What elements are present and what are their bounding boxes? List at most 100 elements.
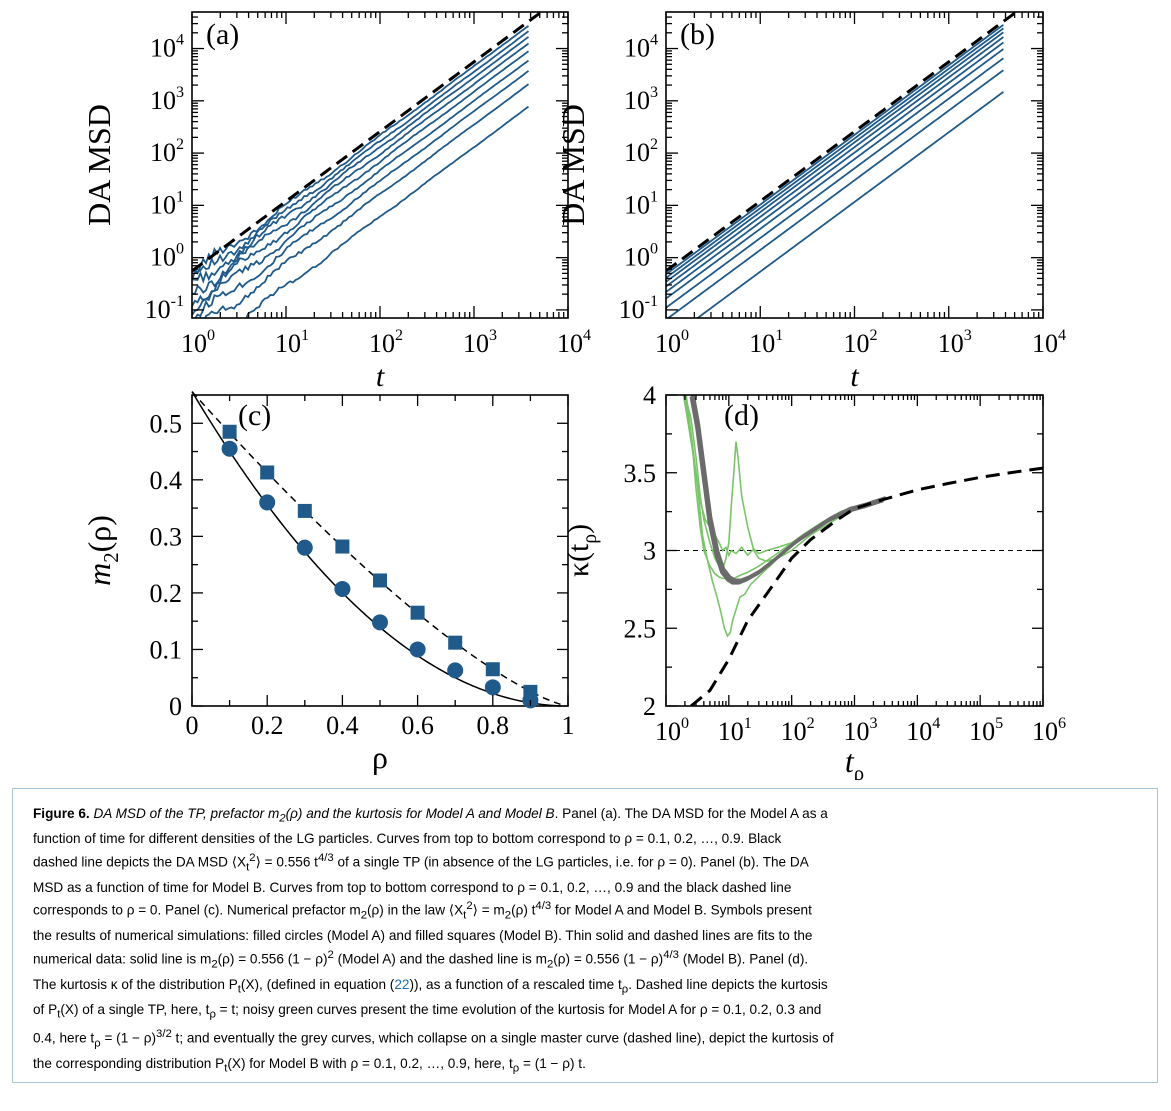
msd-curve-rho-0.3 xyxy=(192,36,530,284)
msd-curve-rho-0.8 xyxy=(666,69,1004,318)
data-point-model-b xyxy=(448,635,463,650)
x-axis-label: ρ xyxy=(372,739,388,775)
x-tick-label: 104 xyxy=(906,715,940,746)
plot-frame xyxy=(191,11,569,319)
msd-curve-rho-0.9 xyxy=(241,105,530,318)
panel-label: (a) xyxy=(206,18,239,51)
caption-line-2: function of time for different densities… xyxy=(33,831,782,847)
msd-curve-rho-0.3 xyxy=(666,31,1004,283)
plot-area xyxy=(192,12,544,318)
data-point-model-b xyxy=(485,662,500,677)
x-tick-label: 100 xyxy=(181,327,215,358)
equation-link[interactable]: 22 xyxy=(394,976,410,992)
data-point-model-b xyxy=(523,684,538,699)
plot-frame xyxy=(191,394,569,707)
caption-line-1: Figure 6. DA MSD of the TP, prefactor m2… xyxy=(33,806,828,825)
msd-curve-rho-0-dashed xyxy=(192,12,544,273)
y-tick-label: 3 xyxy=(643,537,656,566)
figure-caption: Figure 6. DA MSD of the TP, prefactor m2… xyxy=(12,788,1158,1083)
x-tick-label: 1 xyxy=(562,711,575,740)
model-b-kurtosis-curve xyxy=(690,395,885,583)
panel-label: (d) xyxy=(724,399,759,432)
y-tick-label: 0.5 xyxy=(150,409,183,438)
panel-d: 100 101 102 103 104 105 106 2 2.5 3 3.5 4 tρ κ(tρ) (d) xyxy=(562,381,1066,780)
x-tick-label: 101 xyxy=(718,715,752,746)
caption-title: DA MSD of the TP, prefactor m2(ρ) and th… xyxy=(93,806,555,825)
msd-curve-rho-0.2 xyxy=(666,27,1004,279)
x-tick-label: 106 xyxy=(1032,715,1066,746)
msd-curve-rho-0.5 xyxy=(192,50,530,307)
x-tick-label: 0.8 xyxy=(477,711,510,740)
y-tick-label: 4 xyxy=(643,381,656,410)
data-point-model-a xyxy=(259,494,276,511)
y-tick-label: 0.3 xyxy=(150,522,183,551)
msd-curve-rho-0.8 xyxy=(199,83,530,318)
y-tick-label: 2 xyxy=(643,692,656,721)
msd-curve-rho-0.4 xyxy=(666,36,1004,288)
msd-curve-rho-0.9 xyxy=(696,91,1004,318)
x-tick-label: 103 xyxy=(463,327,497,358)
plot-area xyxy=(666,395,1043,706)
fit-line-model-b xyxy=(191,391,561,706)
panel-c: 0 0.2 0.4 0.6 0.8 1 0 0.1 0.2 0.3 0.4 0.5 ρ m2(ρ) (c) xyxy=(81,391,575,775)
caption-line-5: corresponds to ρ = 0. Panel (c). Numeric… xyxy=(33,900,812,922)
x-tick-label: 0.4 xyxy=(326,711,359,740)
x-tick-label: 104 xyxy=(1032,327,1066,358)
msd-curve-rho-0.6 xyxy=(192,59,530,316)
data-point-model-b xyxy=(335,539,350,554)
data-point-model-b xyxy=(410,605,425,620)
y-tick-label: 0 xyxy=(169,692,182,721)
x-axis-label: t xyxy=(376,360,385,393)
panel-label: (b) xyxy=(680,18,715,51)
data-point-model-b xyxy=(222,424,237,439)
data-point-model-a xyxy=(447,662,464,679)
y-axis-label: DA MSD xyxy=(555,104,591,226)
panel-label: (c) xyxy=(238,399,271,432)
x-tick-label: 105 xyxy=(969,715,1003,746)
plot-area xyxy=(666,12,1019,318)
x-tick-label: 102 xyxy=(369,327,403,358)
data-point-model-b xyxy=(260,465,275,480)
model-b-kurtosis-curve xyxy=(692,395,887,581)
y-axis-label: m2(ρ) xyxy=(81,515,123,586)
x-tick-label: 103 xyxy=(938,327,972,358)
caption-line-3: dashed line depicts the DA MSD ⟨Xt2⟩ = 0… xyxy=(33,851,809,874)
data-point-model-a xyxy=(296,539,313,556)
y-tick-label: 0.4 xyxy=(150,466,183,495)
y-tick-label: 102 xyxy=(150,136,184,167)
data-point-model-a xyxy=(484,679,501,696)
x-tick-label: 101 xyxy=(275,327,309,358)
msd-curve-rho-0.2 xyxy=(192,30,530,281)
caption-line-8: The kurtosis κ of the distribution Pt(X)… xyxy=(33,976,828,996)
caption-line-10: 0.4, here tρ = (1 − ρ)3/2 t; and eventua… xyxy=(33,1028,834,1050)
x-tick-label: 0 xyxy=(186,711,199,740)
y-tick-label: 10-1 xyxy=(145,293,184,324)
y-tick-label: 10-1 xyxy=(619,293,658,324)
data-point-model-a xyxy=(409,641,426,658)
msd-curve-rho-0.1 xyxy=(192,25,530,275)
msd-curve-rho-0.4 xyxy=(192,42,530,295)
msd-curve-rho-0-dashed xyxy=(666,12,1019,273)
y-tick-label: 3.5 xyxy=(624,459,657,488)
y-tick-label: 2.5 xyxy=(624,614,657,643)
y-axis-label: κ(tρ) xyxy=(562,524,601,577)
x-axis-label: tρ xyxy=(845,743,864,780)
x-tick-label: 100 xyxy=(655,715,689,746)
y-axis-label: DA MSD xyxy=(81,104,117,226)
data-point-model-b xyxy=(297,503,312,518)
x-tick-label: 0.6 xyxy=(401,711,434,740)
x-tick-label: 0.2 xyxy=(251,711,284,740)
x-tick-label: 102 xyxy=(843,327,877,358)
y-tick-label: 0.1 xyxy=(150,635,183,664)
y-tick-label: 103 xyxy=(624,84,658,115)
y-tick-label: 101 xyxy=(150,188,184,219)
caption-line-4: MSD as a function of time for Model B. C… xyxy=(33,879,792,895)
y-tick-label: 101 xyxy=(624,188,658,219)
x-tick-label: 104 xyxy=(557,327,591,358)
msd-curve-rho-0.5 xyxy=(666,41,1004,293)
caption-line-9: of Pt(X) of a single TP, here, tρ = t; n… xyxy=(33,1001,822,1021)
x-tick-label: 100 xyxy=(655,327,689,358)
data-point-model-b xyxy=(373,573,387,588)
caption-line-6: the results of numerical simulations: fi… xyxy=(33,928,813,944)
